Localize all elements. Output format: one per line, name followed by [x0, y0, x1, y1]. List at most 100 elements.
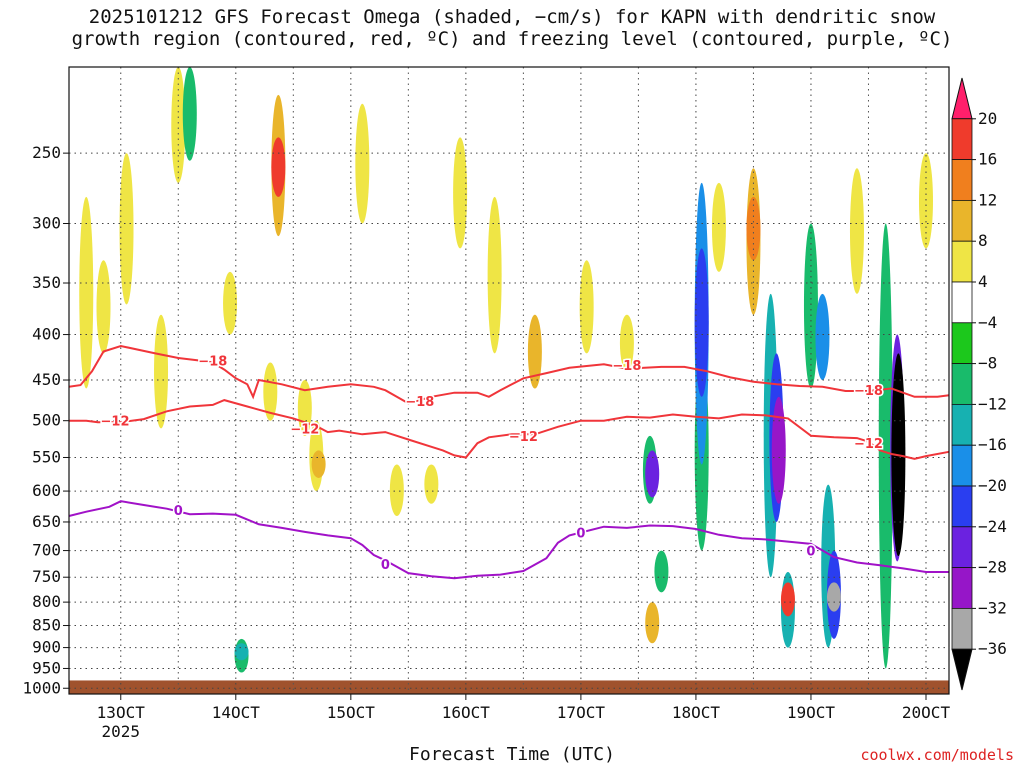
colorbar-label-11: −28	[978, 558, 1007, 577]
contour-label-0-0: −18	[198, 355, 227, 370]
colorbar-swatch-2	[951, 159, 973, 201]
y-tick-label-700: 700	[32, 541, 61, 560]
contour-line-2	[68, 500, 949, 580]
contour-label-1-1: −12	[290, 422, 319, 437]
colorbar-swatch-9	[951, 444, 973, 487]
omega-shading	[79, 67, 933, 673]
y-tick-label-250: 250	[32, 143, 61, 162]
omega-cell-11	[271, 137, 286, 197]
x-tick-label-2: 15OCT	[327, 703, 376, 722]
contour-label-0-2: −18	[612, 359, 641, 374]
omega-cell-42	[826, 582, 841, 612]
colorbar-swatch-13	[951, 608, 973, 650]
omega-cell-1	[96, 260, 111, 354]
colorbar-label-6: −8	[978, 354, 997, 373]
y-tick-label-450: 450	[32, 370, 61, 389]
chart-title-line-1: 2025101212 GFS Forecast Omega (shaded, −…	[88, 6, 936, 28]
y-tick-label-900: 900	[32, 638, 61, 657]
omega-cell-32	[746, 196, 761, 261]
colorbar: 20 16 12 8 4 −4 −8 −12 −16 −20 −24 −28 −32 −36	[951, 77, 1007, 691]
omega-cell-37	[780, 582, 795, 617]
omega-cell-18	[453, 137, 468, 249]
x-tick-label-0: 13OCT	[97, 703, 146, 722]
x-year-label: 2025	[101, 722, 140, 741]
colorbar-label-3: 8	[978, 231, 988, 250]
contour-label-1-0: −12	[101, 415, 130, 430]
omega-cell-8	[234, 643, 249, 661]
contour-line-0	[68, 344, 950, 405]
credit-text: coolwx.com/models	[860, 746, 1014, 764]
colorbar-label-7: −12	[978, 394, 1007, 413]
colorbar-swatch-3	[951, 199, 973, 242]
colorbar-label-2: 12	[978, 190, 997, 209]
colorbar-cap-bottom	[951, 648, 973, 691]
omega-cell-5	[182, 67, 197, 161]
omega-cell-35	[771, 396, 786, 504]
colorbar-label-9: −20	[978, 476, 1007, 495]
y-tick-label-400: 400	[32, 325, 61, 344]
y-tick-label-550: 550	[32, 447, 61, 466]
omega-cell-47	[918, 153, 933, 249]
terrain-fill	[69, 680, 949, 694]
x-tick-label-6: 19OCT	[787, 703, 836, 722]
x-tick-label-1: 14OCT	[212, 703, 261, 722]
colorbar-label-13: −36	[978, 639, 1007, 658]
colorbar-swatch-10	[951, 485, 973, 528]
omega-cell-15	[355, 103, 370, 224]
colorbar-label-0: 20	[978, 109, 997, 128]
chart-title: 2025101212 GFS Forecast Omega (shaded, −…	[0, 6, 1024, 50]
y-tick-label-500: 500	[32, 411, 61, 430]
terrain-rect	[69, 680, 949, 694]
contour-label-2-3: 0	[806, 545, 815, 560]
colorbar-label-4: 4	[978, 272, 988, 291]
colorbar-cap-top	[951, 77, 973, 120]
omega-cell-38	[803, 223, 818, 389]
omega-cell-14	[311, 450, 326, 478]
y-tick-label-300: 300	[32, 214, 61, 233]
contour-label-0-3: −18	[854, 384, 883, 399]
colorbar-label-12: −32	[978, 598, 1007, 617]
omega-cell-3	[154, 314, 169, 429]
omega-cell-21	[579, 260, 594, 354]
colorbar-swatch-5	[951, 281, 973, 324]
colorbar-label-5: −4	[978, 313, 997, 332]
colorbar-swatch-12	[951, 567, 973, 609]
omega-cell-30	[711, 182, 726, 272]
contour-label-2-2: 0	[576, 527, 585, 542]
y-axis-ticks: 250 300 350 400 450 500 550 600 650 700 750 800 850 9…	[22, 143, 69, 697]
x-tick-label-4: 17OCT	[557, 703, 606, 722]
colorbar-swatch-8	[951, 403, 973, 446]
y-tick-label-600: 600	[32, 481, 61, 500]
colorbar-label-1: 16	[978, 150, 997, 169]
y-tick-label-800: 800	[32, 592, 61, 611]
contour-lines: −18 −18 −18 −18 −12 −12 −12 −12 0 0 0 0	[68, 344, 950, 580]
chart-title-line-2: growth region (contoured, red, ºC) and f…	[71, 28, 953, 50]
omega-cell-29	[694, 248, 709, 397]
omega-cell-16	[389, 464, 404, 516]
y-tick-label-850: 850	[32, 616, 61, 635]
x-tick-label-5: 18OCT	[672, 703, 721, 722]
omega-cell-19	[487, 196, 502, 354]
contour-label-0-1: −18	[405, 395, 434, 410]
y-tick-label-950: 950	[32, 658, 61, 677]
x-tick-label-7: 20OCT	[902, 703, 951, 722]
contour-line-1	[69, 399, 950, 460]
omega-cell-0	[79, 196, 94, 389]
omega-cell-20	[527, 314, 542, 389]
omega-cell-24	[645, 450, 660, 498]
colorbar-label-10: −24	[978, 517, 1007, 536]
y-tick-label-750: 750	[32, 567, 61, 586]
colorbar-swatch-11	[951, 526, 973, 568]
contour-label-1-2: −12	[509, 430, 538, 445]
y-tick-label-350: 350	[32, 273, 61, 292]
x-axis-label: Forecast Time (UTC)	[409, 744, 615, 765]
x-tick-label-3: 16OCT	[442, 703, 491, 722]
omega-cell-22	[619, 314, 634, 372]
omega-cell-4	[171, 67, 186, 183]
colorbar-swatch-4	[951, 240, 973, 283]
omega-cell-26	[654, 550, 669, 593]
y-tick-label-650: 650	[32, 512, 61, 531]
contour-label-1-3: −12	[854, 437, 883, 452]
grid-lines	[69, 67, 949, 694]
